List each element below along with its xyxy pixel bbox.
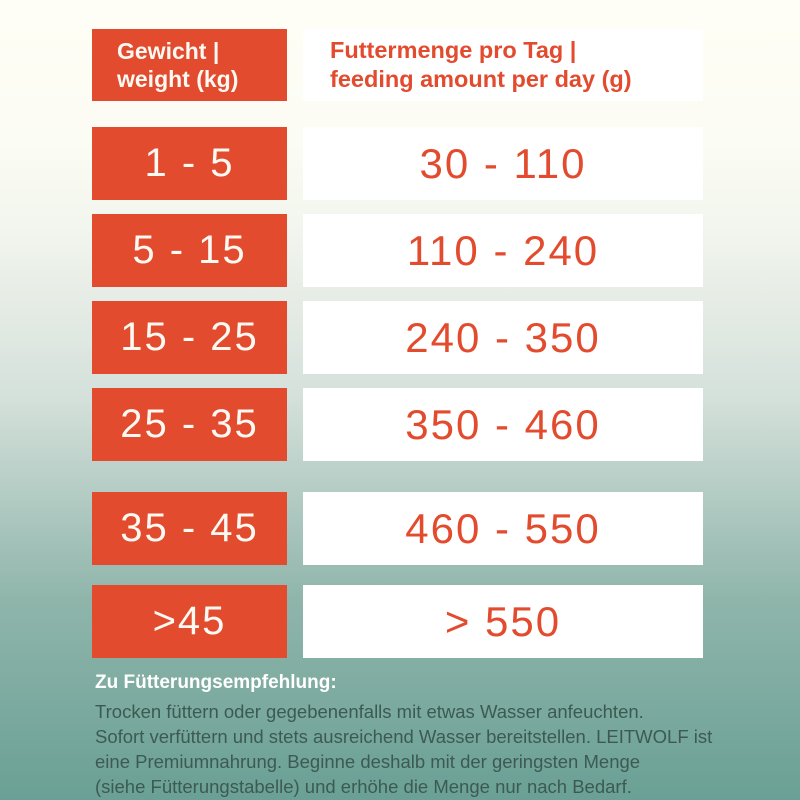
- weight-value: 15 - 25: [120, 315, 259, 359]
- footer-text-line: eine Premiumnahrung. Beginne deshalb mit…: [95, 751, 641, 772]
- amount-header-label: Futtermenge pro Tag | feeding amount per…: [330, 37, 632, 92]
- amount-value: 30 - 110: [419, 139, 587, 187]
- amount-value: 460 - 550: [405, 504, 601, 552]
- amount-header-cell: Futtermenge pro Tag | feeding amount per…: [303, 29, 703, 101]
- amount-value: 350 - 460: [405, 400, 601, 448]
- weight-value: >45: [152, 599, 227, 643]
- footer-text-line: Trocken füttern oder gegebenenfalls mit …: [95, 701, 644, 722]
- table-row-amount-cell: 350 - 460: [303, 388, 703, 461]
- table-row-weight-cell: >45: [92, 585, 287, 658]
- weight-header-cell: Gewicht | weight (kg): [92, 29, 287, 101]
- table-row-weight-cell: 1 - 5: [92, 127, 287, 200]
- table-row-weight-cell: 15 - 25: [92, 301, 287, 374]
- weight-value: 35 - 45: [120, 506, 259, 550]
- amount-value: 110 - 240: [406, 226, 600, 274]
- footer-text-line: Sofort verfüttern und stets ausreichend …: [95, 726, 713, 747]
- amount-value: > 550: [444, 597, 562, 645]
- table-row-weight-cell: 25 - 35: [92, 388, 287, 461]
- table-row-weight-cell: 35 - 45: [92, 492, 287, 565]
- weight-value: 25 - 35: [120, 402, 259, 446]
- table-row-amount-cell: 110 - 240: [303, 214, 703, 287]
- table-row-weight-cell: 5 - 15: [92, 214, 287, 287]
- table-row-amount-cell: 30 - 110: [303, 127, 703, 200]
- table-row-amount-cell: 460 - 550: [303, 492, 703, 565]
- weight-header-label: Gewicht | weight (kg): [117, 38, 239, 92]
- table-row-amount-cell: 240 - 350: [303, 301, 703, 374]
- table-row-amount-cell: > 550: [303, 585, 703, 658]
- amount-value: 240 - 350: [405, 313, 601, 361]
- feeding-recommendation-note: Zu Fütterungsempfehlung: Trocken füttern…: [95, 672, 755, 799]
- weight-value: 5 - 15: [132, 228, 247, 272]
- footer-text-line: (siehe Fütterungstabelle) und erhöhe die…: [95, 776, 632, 797]
- footer-heading: Zu Fütterungsempfehlung:: [95, 672, 337, 693]
- weight-value: 1 - 5: [144, 141, 235, 185]
